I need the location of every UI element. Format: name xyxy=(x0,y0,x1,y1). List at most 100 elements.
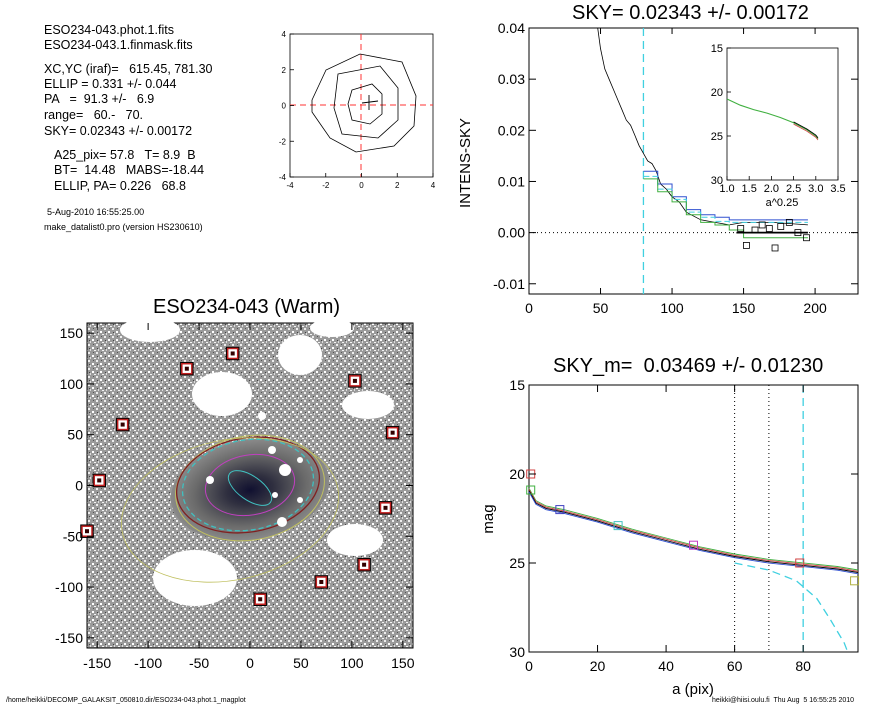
sky-ytick-label: 0.00 xyxy=(498,225,525,241)
mag-ytick-label: 20 xyxy=(509,466,525,482)
inset-xtick-label: 3.0 xyxy=(808,183,823,195)
contour-ytick-label: 2 xyxy=(282,66,287,75)
contour-xtick-label: 4 xyxy=(431,181,436,190)
blue-step-series xyxy=(643,170,808,221)
image-xtick-label: 100 xyxy=(340,655,364,671)
image-ytick-label: 100 xyxy=(60,376,84,392)
mag-profile-series xyxy=(528,489,859,572)
contour-xtick-label: 0 xyxy=(359,181,364,190)
inset-ytick-label: 25 xyxy=(711,131,723,143)
sky-ytick-label: 0.04 xyxy=(498,20,525,36)
sky-ytick-label: -0.01 xyxy=(493,276,525,292)
sky-xtick-label: 200 xyxy=(803,300,827,316)
ellip-pa: ELLIP, PA= 0.226 68.8 xyxy=(54,179,186,193)
mag-profile-series xyxy=(528,487,859,571)
sky-xtick-label: 0 xyxy=(525,300,533,316)
position-angle: PA = 91.3 +/- 6.9 xyxy=(44,92,155,106)
image-ytick-label: -50 xyxy=(63,528,83,544)
image-xtick-label: -150 xyxy=(83,655,111,671)
image-ytick-label: 0 xyxy=(75,478,83,494)
inset-red-curve xyxy=(793,123,819,141)
image-xtick-label: -100 xyxy=(134,655,162,671)
mag-xlabel: a (pix) xyxy=(672,681,714,698)
image-xtick-label: 50 xyxy=(293,655,309,671)
galaxy-image: -150 -100 -50 0 50 100 150 150 100 50 0 -50 -100 -150 xyxy=(55,318,415,671)
inset-xlabel: a^0.25 xyxy=(766,197,799,209)
sky-sample-point xyxy=(751,226,759,234)
mag-ytick-label: 30 xyxy=(509,644,525,660)
bt-mabs: BT= 14.48 MABS=-18.44 xyxy=(54,163,205,177)
image-xtick-label: -50 xyxy=(189,655,209,671)
mag-profile-series xyxy=(528,491,859,575)
image-ytick-label: -150 xyxy=(55,630,83,646)
mag-marker xyxy=(555,505,565,515)
inset-ytick-label: 15 xyxy=(711,43,723,55)
sky-xtick-label: 100 xyxy=(660,300,684,316)
inset-xtick-label: 1.0 xyxy=(719,183,734,195)
mag-profile-series xyxy=(528,490,859,573)
sky-xtick-label: 50 xyxy=(593,300,609,316)
mag-marker xyxy=(526,485,536,495)
footer-path: /home/heikki/DECOMP_GALAKSIT_050810.dir/… xyxy=(6,697,246,704)
contour-xtick-label: 2 xyxy=(395,181,400,190)
image-ytick-label: 150 xyxy=(60,325,84,341)
a25-value: A25_pix= 57.8 T= 8.9 B xyxy=(54,148,196,162)
sky-sample-point xyxy=(771,244,779,252)
sky-sample-point xyxy=(743,242,750,249)
sky-ylabel: INTENS-SKY xyxy=(457,118,474,208)
sky-plot: 0 50 100 150 200 0.04 0.03 0.02 0.01 0.00 -0.01 IN… xyxy=(457,20,859,316)
contour-xtick-label: -2 xyxy=(322,181,330,190)
image-ytick-label: 50 xyxy=(67,427,83,443)
cyan-step-series xyxy=(643,175,808,223)
image-xtick-label: 0 xyxy=(246,655,254,671)
cyan-sky-curve xyxy=(734,562,849,653)
sky-sample-point xyxy=(765,225,773,232)
mag-ytick-label: 15 xyxy=(509,377,525,393)
image-title: ESO234-043 (Warm) xyxy=(153,296,341,318)
inset-xtick-label: 1.5 xyxy=(742,183,757,195)
sky-sample-point xyxy=(758,221,766,229)
sky-ytick-label: 0.02 xyxy=(498,122,525,138)
ellipticity: ELLIP = 0.331 +/- 0.044 xyxy=(44,77,177,91)
sky-sample-point xyxy=(794,229,802,237)
sky-ytick-label: 0.03 xyxy=(498,71,525,87)
inset-green-curve xyxy=(726,98,819,139)
mag-xtick-label: 80 xyxy=(795,658,811,674)
sky-xtick-label: 150 xyxy=(732,300,756,316)
sky-sample-point xyxy=(785,218,793,226)
contour-plot: -4 -2 0 2 4 4 2 0 -2 -4 xyxy=(279,30,436,190)
mag-ytick-label: 25 xyxy=(509,555,525,571)
file-name-phot: ESO234-043.phot.1.fits xyxy=(44,23,174,37)
sky-chart-title: SKY= 0.02343 +/- 0.00172 xyxy=(572,2,809,24)
contour-xtick-label: -4 xyxy=(286,181,294,190)
mag-marker xyxy=(850,576,860,586)
mag-marker xyxy=(613,521,623,531)
footer-user-date: heikki@hiisi.oulu.fi Thu Aug 5 16:55:25 … xyxy=(712,697,855,704)
sky-sample-point xyxy=(777,223,785,230)
sky-value: SKY= 0.02343 +/- 0.00172 xyxy=(44,124,193,138)
mag-xtick-label: 0 xyxy=(525,658,533,674)
inset-ytick-label: 30 xyxy=(711,175,723,187)
sky-ytick-label: 0.01 xyxy=(498,173,525,189)
mag-chart-title: SKY_m= 0.03469 +/- 0.01230 xyxy=(553,355,824,377)
contour-ytick-label: -4 xyxy=(279,173,287,182)
mag-ylabel: mag xyxy=(480,504,497,533)
program-version: make_datalist0.pro (version HS230610) xyxy=(44,222,203,232)
mag-marker xyxy=(689,540,698,550)
timestamp: 5-Aug-2010 16:55:25.00 xyxy=(47,207,145,217)
mag-xtick-label: 60 xyxy=(727,658,743,674)
mag-xtick-label: 40 xyxy=(658,658,674,674)
center-coords: XC,YC (iraf)= 615.45, 781.30 xyxy=(44,62,213,76)
mag-xtick-label: 20 xyxy=(590,658,606,674)
fit-range: range= 60.- 70. xyxy=(44,108,144,122)
contour-ytick-label: 4 xyxy=(282,30,287,39)
inset-xtick-label: 2.0 xyxy=(764,183,779,195)
contour-ytick-label: 0 xyxy=(282,102,287,111)
image-ytick-label: -100 xyxy=(55,579,83,595)
image-xtick-label: 150 xyxy=(391,655,415,671)
inset-xtick-label: 3.5 xyxy=(830,183,845,195)
mag-plot: 0 20 40 60 80 15 20 25 30 a (pix) mag xyxy=(480,377,860,698)
sky-sample-point xyxy=(737,225,745,232)
inset-xtick-label: 2.5 xyxy=(786,183,801,195)
